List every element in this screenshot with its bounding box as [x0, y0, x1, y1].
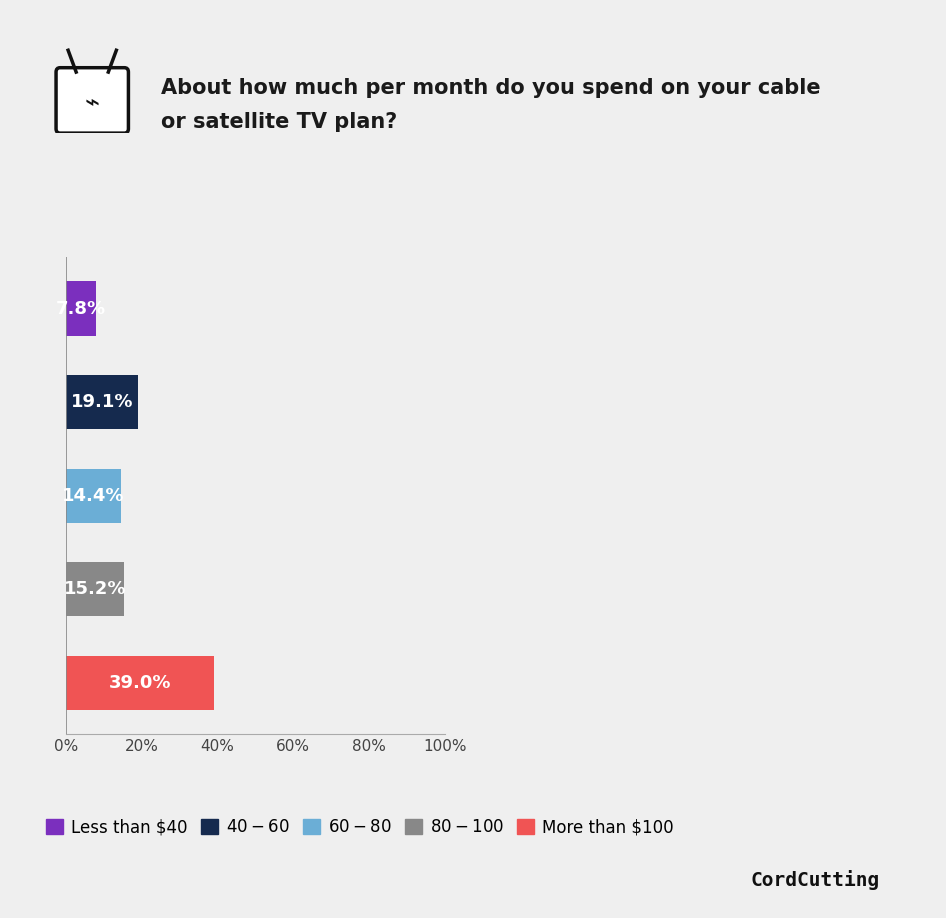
Text: 15.2%: 15.2%	[63, 580, 126, 599]
FancyBboxPatch shape	[56, 68, 129, 133]
Text: 14.4%: 14.4%	[62, 487, 125, 505]
Text: or satellite TV plan?: or satellite TV plan?	[161, 112, 397, 132]
Text: CordCutting: CordCutting	[750, 870, 880, 890]
Bar	[66, 468, 121, 523]
Text: 7.8%: 7.8%	[56, 299, 106, 318]
Text: ⌁: ⌁	[85, 92, 99, 116]
Bar	[66, 282, 96, 336]
Text: About how much per month do you spend on your cable: About how much per month do you spend on…	[161, 78, 820, 98]
Bar	[66, 655, 214, 710]
Bar	[66, 375, 138, 430]
Text: 19.1%: 19.1%	[71, 393, 133, 411]
Text: 39.0%: 39.0%	[109, 674, 171, 692]
Bar	[66, 562, 124, 617]
Legend: Less than $40, $40 - $60, $60 - $80, $80 - $100, More than $100: Less than $40, $40 - $60, $60 - $80, $80…	[46, 818, 674, 836]
